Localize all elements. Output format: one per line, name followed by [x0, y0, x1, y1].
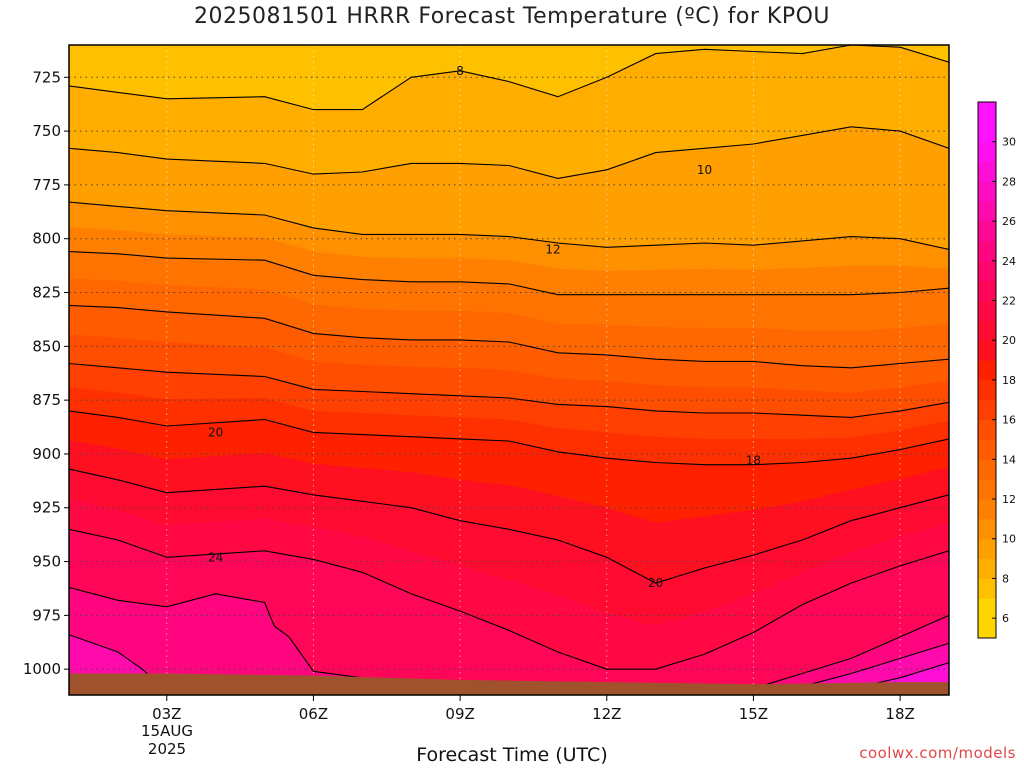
ground-layer [69, 673, 949, 695]
colorbar-swatch-15 [978, 419, 996, 440]
colorbar-swatch-17 [978, 379, 996, 401]
isotherm-14 [69, 304, 949, 369]
colorbar-frame [977, 101, 997, 639]
contour-label-10-1: 10 [697, 163, 712, 177]
y-axis-ticks: 725 750 775 800 825 850 875 900 925 950 975 1000 [23, 68, 69, 678]
colorbar-swatch-28 [978, 161, 996, 182]
y-tick-label-725: 725 [32, 68, 61, 86]
x-axis-ticks: 03Z 06Z 09Z 12Z 15Z 18Z [152, 695, 915, 723]
y-tick-label-800: 800 [32, 230, 61, 248]
colorbar-label-22: 22 [1002, 295, 1016, 308]
colorbar: 6 8 10 12 14 16 18 20 22 24 26 28 30 [977, 101, 1016, 639]
plot-frame [68, 44, 950, 696]
x-tick-label-09Z: 09Z [445, 705, 474, 723]
colorbar-swatch-11 [978, 499, 996, 520]
x-date-line2: 2025 [148, 740, 186, 758]
temperature-fill-layer [69, 45, 949, 695]
isotherm-10 [69, 201, 949, 251]
colorbar-label-14: 14 [1002, 453, 1016, 466]
contour-label-20-6: 20 [648, 576, 663, 590]
colorbar-label-26: 26 [1002, 215, 1016, 228]
colorbar-swatch-27 [978, 181, 996, 202]
contour-label-layer: 8 10 12 20 18 24 20 [208, 64, 761, 590]
colorbar-swatch-16 [978, 399, 996, 421]
colorbar-swatch-30 [978, 121, 996, 143]
band-fill-24 [69, 587, 949, 695]
colorbar-label-16: 16 [1002, 414, 1016, 427]
ground-surface [69, 673, 949, 695]
colorbar-swatch-20 [978, 320, 996, 341]
y-tick-label-825: 825 [32, 284, 61, 302]
isotherm-12 [69, 251, 949, 296]
colorbar-swatch-13 [978, 459, 996, 480]
x-date-line1: 15AUG [141, 722, 193, 740]
x-tick-label-12Z: 12Z [592, 705, 621, 723]
colorbar-swatch-26 [978, 201, 996, 222]
colorbar-label-20: 20 [1002, 334, 1016, 347]
colorbar-label-30: 30 [1002, 136, 1016, 149]
x-tick-label-18Z: 18Z [885, 705, 914, 723]
colorbar-swatch-7 [978, 578, 996, 599]
contour-label-12-2: 12 [545, 242, 560, 256]
y-tick-label-750: 750 [32, 122, 61, 140]
credit-text: coolwx.com/models [859, 744, 1016, 762]
x-tick-label-15Z: 15Z [739, 705, 768, 723]
y-tick-label-925: 925 [32, 499, 61, 517]
colorbar-swatch-25 [978, 221, 996, 242]
y-tick-label-775: 775 [32, 176, 61, 194]
colorbar-label-12: 12 [1002, 493, 1016, 506]
colorbar-swatch-24 [978, 240, 996, 262]
isotherm-8 [69, 45, 949, 111]
y-tick-label-875: 875 [32, 391, 61, 409]
colorbar-swatch-8 [978, 558, 996, 579]
contour-label-18-4: 18 [746, 453, 761, 467]
isotherm-20 [69, 468, 949, 584]
colorbar-swatch-23 [978, 260, 996, 282]
y-tick-label-975: 975 [32, 606, 61, 624]
colorbar-swatch-22 [978, 280, 996, 302]
colorbar-swatch-18 [978, 360, 996, 381]
contour-label-24-5: 24 [208, 550, 223, 564]
colorbar-swatch-31 [978, 102, 996, 123]
colorbar-label-28: 28 [1002, 175, 1016, 188]
colorbar-swatch-14 [978, 439, 996, 460]
colorbar-swatch-10 [978, 518, 996, 540]
x-tick-label-06Z: 06Z [299, 705, 328, 723]
y-tick-label-850: 850 [32, 337, 61, 355]
chart-title: 2025081501 HRRR Forecast Temperature (ºC… [193, 4, 831, 29]
colorbar-swatch-12 [978, 479, 996, 500]
y-tick-label-950: 950 [32, 553, 61, 571]
y-tick-label-1000: 1000 [23, 660, 61, 678]
colorbar-swatch-5 [978, 618, 996, 639]
x-axis-label: Forecast Time (UTC) [416, 744, 608, 766]
colorbar-swatch-6 [978, 598, 996, 619]
y-tick-label-900: 900 [32, 445, 61, 463]
isotherm-16 [69, 362, 949, 418]
colorbar-label-10: 10 [1002, 533, 1016, 546]
isotherm-18 [69, 410, 949, 466]
colorbar-swatch-21 [978, 300, 996, 321]
colorbar-swatch-19 [978, 340, 996, 361]
contour-label-8-0: 8 [456, 64, 464, 78]
contour-label-20-3: 20 [208, 425, 223, 439]
grid-lines [69, 45, 949, 695]
x-tick-label-03Z: 03Z [152, 705, 181, 723]
colorbar-swatch-9 [978, 538, 996, 560]
colorbar-swatch-29 [978, 141, 996, 163]
colorbar-label-24: 24 [1002, 255, 1016, 268]
isotherm-22 [69, 528, 949, 670]
colorbar-label-18: 18 [1002, 374, 1016, 387]
colorbar-label-8: 8 [1002, 572, 1009, 585]
colorbar-label-6: 6 [1002, 612, 1009, 625]
isotherm-9 [69, 126, 949, 179]
